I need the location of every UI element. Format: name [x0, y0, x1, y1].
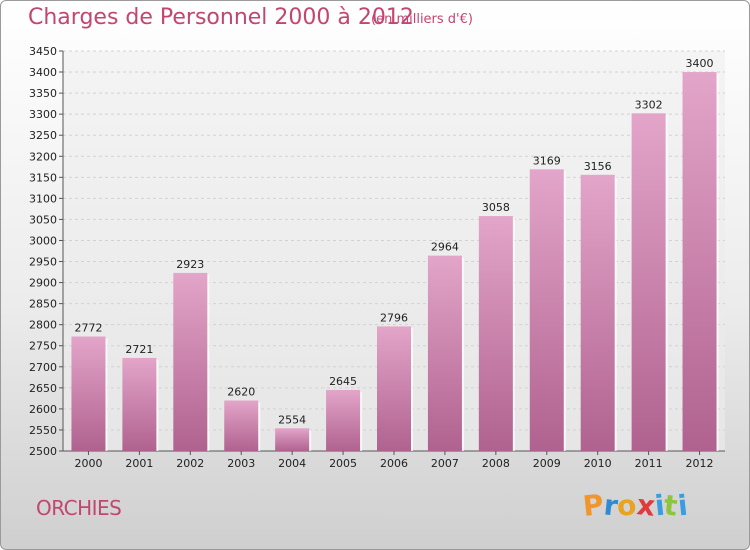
y-tick-label: 3200 [29, 150, 57, 163]
bar [682, 72, 717, 451]
x-tick-label: 2003 [227, 457, 255, 470]
bar [173, 272, 208, 451]
logo-letter: i [675, 488, 689, 523]
bar [71, 336, 106, 451]
bar [377, 326, 411, 451]
y-tick-label: 2950 [29, 256, 57, 269]
x-tick-label: 2001 [125, 457, 153, 470]
y-tick-label: 3400 [29, 66, 57, 79]
bar [529, 169, 564, 451]
x-tick-label: 2002 [176, 457, 204, 470]
x-tick-label: 2000 [74, 457, 102, 470]
chart-title: Charges de Personnel 2000 à 2012 [28, 5, 414, 30]
bar-layer [71, 72, 719, 451]
bar [122, 357, 157, 451]
y-tick-label: 3100 [29, 192, 57, 205]
y-tick-label: 3250 [29, 129, 57, 142]
bar-value-label: 2645 [329, 375, 357, 388]
bar [580, 174, 615, 451]
y-tick-label: 2550 [29, 424, 57, 437]
commune-name: ORCHIES [36, 496, 122, 520]
x-tick-label: 2010 [584, 457, 612, 470]
y-tick-label: 2500 [29, 445, 57, 458]
y-tick-label: 2900 [29, 277, 57, 290]
bar [478, 216, 513, 451]
y-tick-label: 3350 [29, 87, 57, 100]
y-tick-label: 3300 [29, 108, 57, 121]
bar [224, 400, 259, 451]
x-tick-label: 2007 [431, 457, 459, 470]
y-tick-label: 3000 [29, 234, 57, 247]
x-tick-label: 2008 [482, 457, 510, 470]
bar-value-label: 3058 [482, 201, 510, 214]
y-tick-label: 2700 [29, 361, 57, 374]
y-tick-label: 3150 [29, 171, 57, 184]
bar-value-label: 3302 [635, 98, 663, 111]
bar [275, 428, 310, 451]
bar-value-label: 2964 [431, 241, 459, 254]
y-tick-label: 2800 [29, 319, 57, 332]
y-tick-label: 2850 [29, 298, 57, 311]
bar [631, 113, 666, 451]
x-tick-label: 2006 [380, 457, 408, 470]
x-tick-label: 2005 [329, 457, 357, 470]
proxiti-logo: Proxiti [581, 488, 689, 523]
x-tick-label: 2011 [635, 457, 663, 470]
y-tick-label: 2750 [29, 340, 57, 353]
x-tick-label: 2009 [533, 457, 561, 470]
bar-value-label: 3169 [533, 154, 561, 167]
bar-value-label: 2620 [227, 385, 255, 398]
bar-value-label: 2554 [278, 413, 306, 426]
bar-value-label: 2721 [125, 343, 153, 356]
bar-value-label: 2796 [380, 311, 408, 324]
y-tick-label: 2650 [29, 382, 57, 395]
x-tick-label: 2004 [278, 457, 306, 470]
bar-value-label: 3400 [686, 57, 714, 70]
y-tick-label: 3050 [29, 213, 57, 226]
y-tick-label: 2600 [29, 403, 57, 416]
label-layer: 2500 2550 2600 2650 2700 2750 2800 2850 2900 2950… [29, 45, 714, 470]
x-tick-label: 2012 [686, 457, 714, 470]
chart-subtitle: (en milliers d'€) [371, 12, 473, 27]
bar-value-label: 2923 [176, 258, 204, 271]
bar [427, 255, 462, 451]
bar-value-label: 3156 [584, 160, 612, 173]
bar [326, 389, 361, 451]
bar-value-label: 2772 [74, 321, 102, 334]
y-tick-label: 3450 [29, 45, 57, 58]
